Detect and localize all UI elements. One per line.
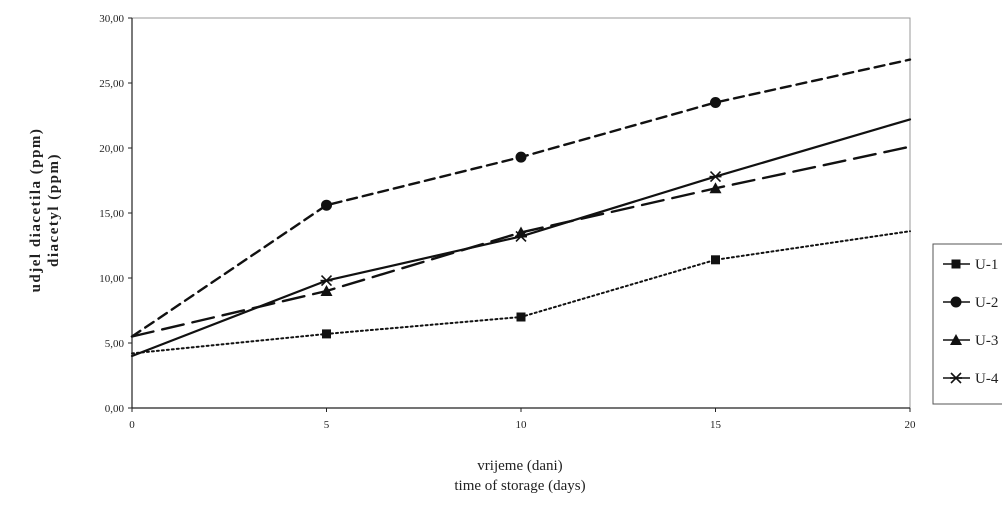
x-tick-label: 0 — [129, 419, 135, 431]
data-point-u-3 — [515, 226, 527, 238]
data-point-u-1 — [322, 329, 331, 339]
legend-marker-u-3 — [950, 334, 962, 345]
x-axis-title-1: vrijeme (dani) — [477, 458, 562, 474]
data-point-u-4 — [515, 230, 527, 242]
x-ticks: 0 5 10 15 20 — [129, 408, 916, 431]
x-tick-label: 10 — [516, 419, 528, 431]
data-point-u-1 — [711, 255, 720, 265]
data-point-u-4 — [320, 275, 333, 287]
legend-marker-u-4 — [950, 372, 962, 384]
data-point-u-3 — [709, 182, 722, 194]
legend: U-1 U-2 U-3 U-4 — [932, 243, 1002, 405]
legend-label-u-3: U-3 — [975, 333, 998, 349]
series-markers — [320, 97, 722, 339]
x-tick-label: 15 — [710, 419, 722, 431]
y-tick-label: 30,00 — [99, 13, 124, 25]
data-point-u-3 — [320, 285, 333, 296]
y-axis-title-1: udjel diacetila (ppm) — [28, 128, 44, 293]
y-tick-label: 20,00 — [99, 143, 124, 155]
series-line-u-3 — [130, 145, 912, 338]
series-line-u-2 — [130, 58, 912, 338]
y-tick-label: 10,00 — [99, 273, 124, 285]
legend-label-u-1: U-1 — [975, 257, 998, 273]
legend-marker-u-2 — [950, 296, 962, 308]
x-tick-label: 20 — [905, 419, 917, 431]
series-line-u-1 — [131, 230, 911, 355]
y-axis-title-2: diacetyl (ppm) — [46, 153, 62, 267]
data-point-u-4 — [709, 171, 722, 183]
data-point-u-2 — [515, 151, 527, 163]
series-lines — [130, 58, 912, 358]
y-tick-label: 5,00 — [105, 338, 125, 350]
plot-frame — [131, 17, 911, 409]
data-point-u-2 — [321, 199, 332, 211]
axes — [131, 17, 911, 409]
y-tick-label: 25,00 — [99, 78, 124, 90]
data-point-u-2 — [710, 97, 721, 108]
legend-label-u-2: U-2 — [975, 295, 998, 311]
legend-marker-u-1 — [951, 259, 961, 269]
x-tick-label: 5 — [324, 419, 330, 431]
y-tick-label: 15,00 — [99, 208, 124, 220]
data-point-u-1 — [516, 312, 526, 322]
y-tick-label: 0,00 — [105, 403, 125, 415]
x-axis-title-2: time of storage (days) — [454, 478, 585, 494]
legend-label-u-4: U-4 — [975, 371, 999, 387]
y-ticks: 0,00 5,00 10,00 15,00 20,00 25,00 30,00 — [99, 13, 132, 415]
